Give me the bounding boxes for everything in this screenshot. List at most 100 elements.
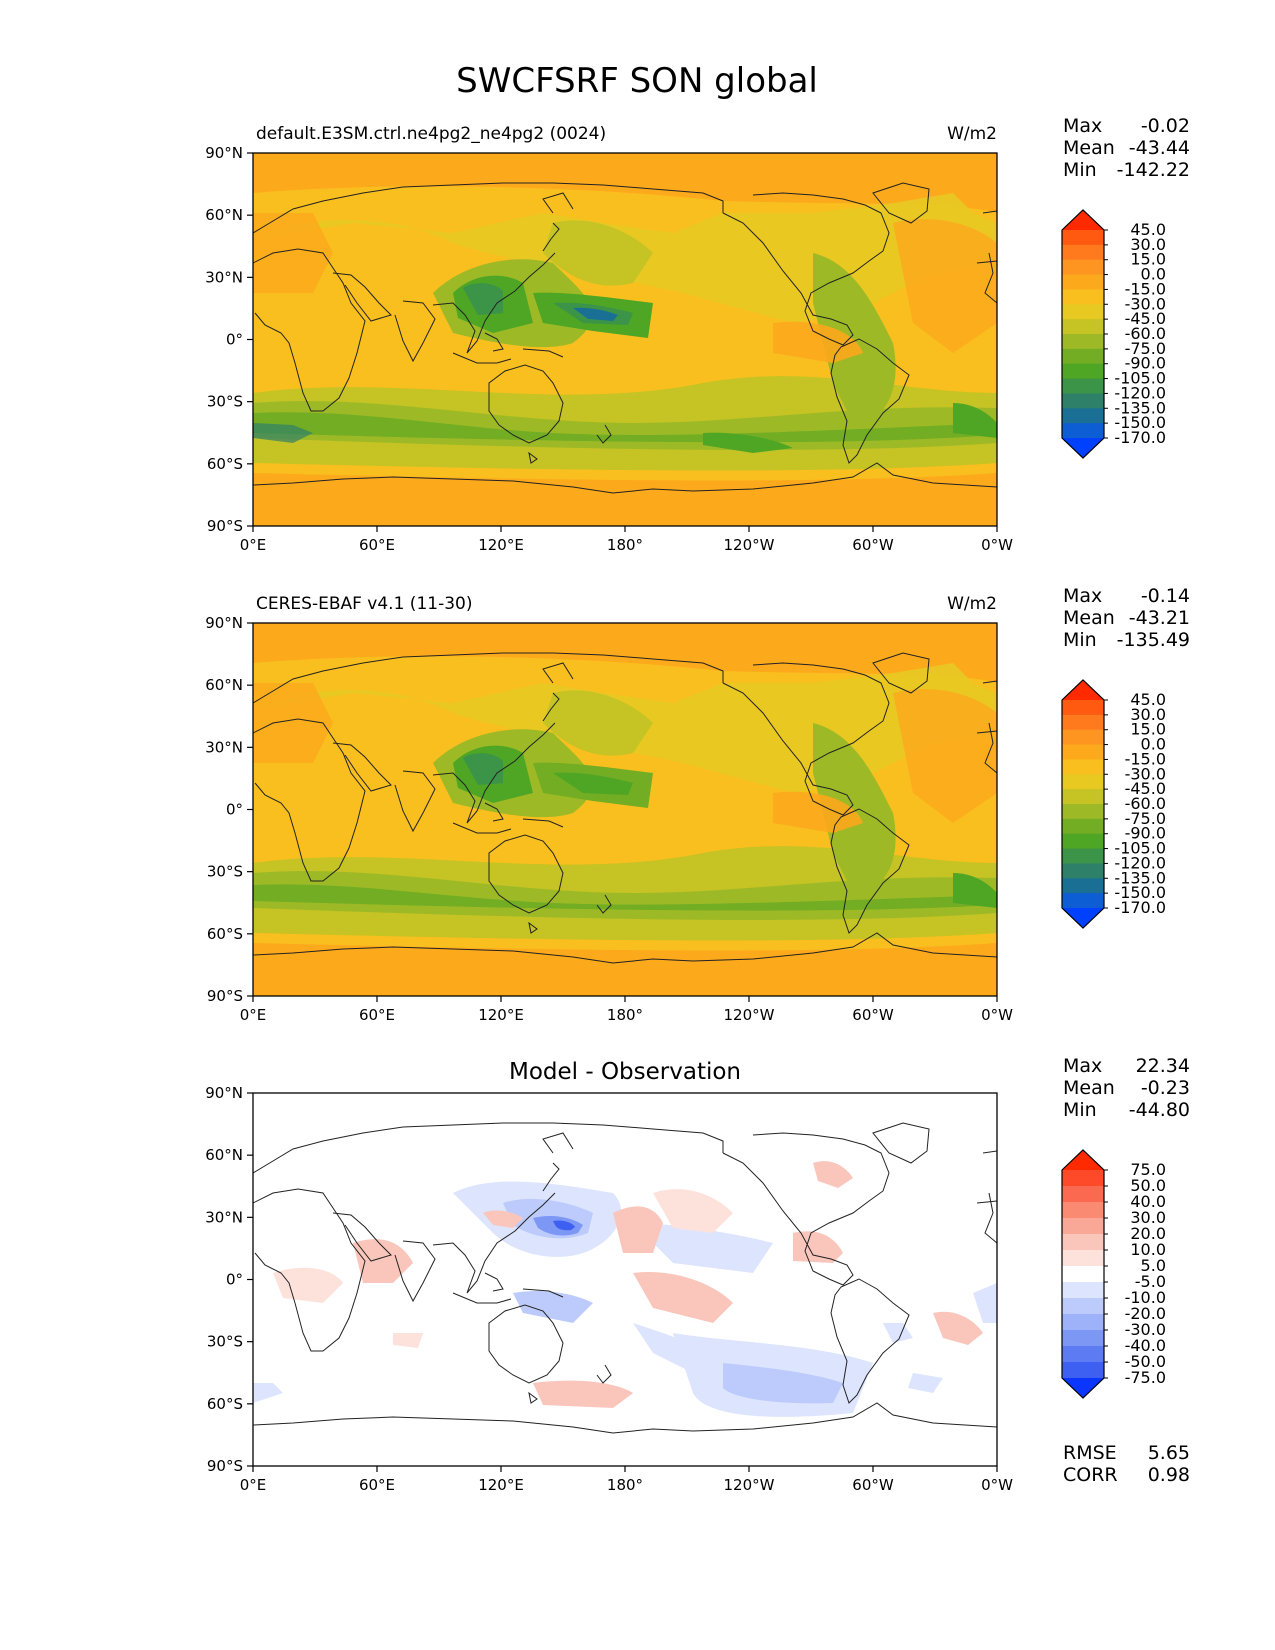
lon-tick-label: 60°E: [359, 1476, 395, 1494]
colorbar-label: -30.0: [1125, 294, 1166, 313]
colorbar: 45.030.015.00.0-15.0-30.0-45.0-60.0-75.0…: [1061, 209, 1166, 459]
colorbar-label: -60.0: [1125, 324, 1166, 343]
colorbar-segment: [1062, 818, 1104, 835]
colorbar-extend-max: [1062, 210, 1104, 230]
colorbar-segment: [1062, 729, 1104, 746]
colorbar-label: 10.0: [1130, 1240, 1166, 1259]
stat-value: -44.80: [1129, 1099, 1190, 1121]
colorbar-label: -75.0: [1125, 809, 1166, 828]
stat-label: Max: [1063, 115, 1102, 137]
colorbar-segment: [1062, 363, 1104, 380]
colorbar-segment: [1062, 408, 1104, 424]
colorbar-segment: [1062, 1346, 1104, 1363]
colorbar-label: 40.0: [1130, 1192, 1166, 1211]
colorbar-label: -170.0: [1114, 898, 1166, 917]
stat-value: -142.22: [1117, 159, 1190, 181]
map-field: [253, 623, 997, 996]
colorbar-segment: [1062, 1282, 1104, 1299]
lon-tick-label: 120°W: [724, 536, 775, 554]
lon-tick-label: 0°E: [240, 536, 267, 554]
colorbar-label: -105.0: [1114, 839, 1166, 858]
figure-title: SWCFSRF SON global: [456, 61, 818, 101]
colorbar-segment: [1062, 1202, 1104, 1219]
colorbar-segment: [1062, 848, 1104, 864]
stat-label: RMSE: [1063, 1442, 1117, 1464]
colorbar-label: -150.0: [1114, 413, 1166, 432]
colorbar-extend-min: [1062, 1378, 1104, 1398]
colorbar-segment: [1062, 833, 1104, 850]
panel-title-center: Model - Observation: [509, 1059, 741, 1085]
stat-label: Min: [1063, 159, 1097, 181]
stat-value: -0.23: [1141, 1077, 1190, 1099]
stat-value: 0.98: [1148, 1464, 1190, 1486]
colorbar-segment: [1062, 714, 1104, 731]
colorbar-segment: [1062, 423, 1104, 439]
colorbar-segment: [1062, 230, 1104, 246]
colorbar-label: -90.0: [1125, 824, 1166, 843]
colorbar-segment: [1062, 1330, 1104, 1347]
colorbar-label: -135.0: [1114, 398, 1166, 417]
colorbar-segment: [1062, 244, 1104, 261]
stat-label: Mean: [1063, 137, 1115, 159]
colorbar-segment: [1062, 1314, 1104, 1331]
colorbar-segment: [1062, 289, 1104, 305]
colorbar-label: 30.0: [1130, 1208, 1166, 1227]
stat-label: Min: [1063, 629, 1097, 651]
lat-tick-label: 90°S: [207, 987, 243, 1005]
lon-tick-label: 120°E: [478, 1476, 524, 1494]
colorbar-label: -120.0: [1114, 853, 1166, 872]
lat-tick-label: 60°S: [207, 925, 243, 943]
lon-tick-label: 120°E: [478, 1006, 524, 1024]
lat-tick-label: 30°S: [207, 393, 243, 411]
colorbar-label: -30.0: [1125, 764, 1166, 783]
colorbar-label: -45.0: [1125, 779, 1166, 798]
colorbar-label: -40.0: [1125, 1336, 1166, 1355]
colorbar-segment: [1062, 804, 1104, 820]
lat-tick-label: 0°: [226, 331, 243, 349]
colorbar-segment: [1062, 1266, 1104, 1283]
colorbar-label: -45.0: [1125, 309, 1166, 328]
lat-tick-label: 0°: [226, 1271, 243, 1289]
colorbar-segment: [1062, 759, 1104, 775]
colorbar-segment: [1062, 304, 1104, 320]
colorbar-label: 0.0: [1141, 735, 1166, 754]
colorbar-label: 15.0: [1130, 720, 1166, 739]
colorbar-label: -90.0: [1125, 354, 1166, 373]
colorbar-label: 15.0: [1130, 250, 1166, 269]
stat-value: 5.65: [1148, 1442, 1190, 1464]
colorbar-segment: [1062, 774, 1104, 790]
colorbar-label: -120.0: [1114, 383, 1166, 402]
panel-obs: CERES-EBAF v4.1 (11-30) W/m2: [252, 594, 998, 997]
stat-value: -43.44: [1129, 137, 1190, 159]
lat-tick-label: 60°N: [205, 676, 243, 694]
lon-tick-label: 60°W: [852, 1476, 894, 1494]
colorbar-label: -10.0: [1125, 1288, 1166, 1307]
colorbar-label: -150.0: [1114, 883, 1166, 902]
colorbar-segment: [1062, 744, 1104, 760]
lat-tick-label: 90°N: [205, 614, 243, 632]
lat-tick-label: 90°S: [207, 517, 243, 535]
colorbar-segment: [1062, 1186, 1104, 1203]
colorbar-segment: [1062, 1250, 1104, 1267]
stat-label: Max: [1063, 585, 1102, 607]
stat-value: -0.14: [1141, 585, 1190, 607]
map-field: [253, 1093, 997, 1466]
lon-tick-label: 180°: [607, 1006, 643, 1024]
lon-tick-label: 0°E: [240, 1476, 267, 1494]
panel-title-left: CERES-EBAF v4.1 (11-30): [256, 594, 472, 614]
lon-tick-label: 0°W: [981, 1476, 1013, 1494]
panel-diff: Model - Observation: [252, 1059, 998, 1467]
lat-tick-label: 90°S: [207, 1457, 243, 1475]
colorbar-label: -75.0: [1125, 339, 1166, 358]
colorbar-label: 20.0: [1130, 1224, 1166, 1243]
colorbar-segment: [1062, 259, 1104, 276]
lat-tick-label: 90°N: [205, 144, 243, 162]
stat-label: Min: [1063, 1099, 1097, 1121]
colorbar-segment: [1062, 878, 1104, 894]
lat-tick-label: 30°N: [205, 738, 243, 756]
colorbar-segment: [1062, 1234, 1104, 1251]
colorbar-label: -75.0: [1125, 1368, 1166, 1387]
stat-value: -135.49: [1117, 629, 1190, 651]
colorbar-extend-min: [1062, 908, 1104, 928]
colorbar-label: -5.0: [1135, 1272, 1166, 1291]
